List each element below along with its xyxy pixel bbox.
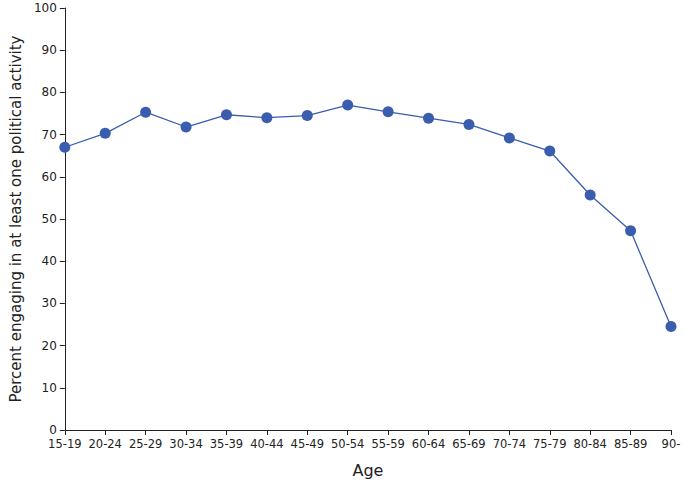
- svg-text:20: 20: [42, 339, 57, 353]
- svg-text:65-69: 65-69: [452, 437, 485, 451]
- svg-text:20-24: 20-24: [89, 437, 122, 451]
- svg-text:80-84: 80-84: [573, 437, 606, 451]
- svg-text:45-49: 45-49: [291, 437, 324, 451]
- svg-text:100: 100: [34, 1, 57, 15]
- svg-text:80: 80: [42, 85, 57, 99]
- svg-text:40-44: 40-44: [250, 437, 283, 451]
- svg-text:55-59: 55-59: [371, 437, 404, 451]
- svg-text:25-29: 25-29: [129, 437, 162, 451]
- svg-text:Age: Age: [352, 461, 383, 480]
- svg-text:30: 30: [42, 296, 57, 310]
- svg-text:90: 90: [42, 43, 57, 57]
- svg-text:90-: 90-: [662, 437, 681, 451]
- svg-text:0: 0: [49, 423, 57, 437]
- svg-text:50-54: 50-54: [331, 437, 364, 451]
- svg-text:70-74: 70-74: [493, 437, 526, 451]
- svg-text:60-64: 60-64: [412, 437, 445, 451]
- svg-text:Percent engaging in at least o: Percent engaging in at least one politic…: [7, 35, 25, 402]
- svg-text:40: 40: [42, 254, 57, 268]
- svg-text:10: 10: [42, 381, 57, 395]
- svg-text:85-89: 85-89: [614, 437, 647, 451]
- svg-text:15-19: 15-19: [48, 437, 81, 451]
- svg-text:75-79: 75-79: [533, 437, 566, 451]
- svg-text:35-39: 35-39: [210, 437, 243, 451]
- svg-text:70: 70: [42, 128, 57, 142]
- svg-text:50: 50: [42, 212, 57, 226]
- svg-text:60: 60: [42, 170, 57, 184]
- svg-text:30-34: 30-34: [169, 437, 202, 451]
